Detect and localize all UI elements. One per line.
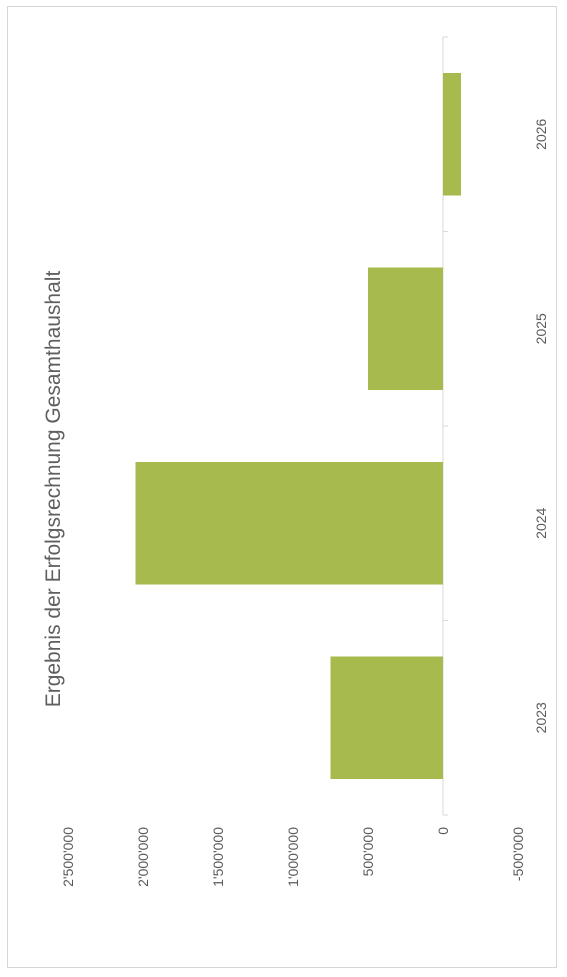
bar-2025 bbox=[368, 267, 443, 391]
chart-title: Ergebnis der Erfolgsrechnung Gesamthaush… bbox=[42, 271, 65, 708]
category-label-2023: 2023 bbox=[533, 702, 549, 733]
y-tick-label: 1'000'000 bbox=[285, 827, 301, 887]
bar-2024 bbox=[135, 461, 443, 585]
y-tick-label: -500'000 bbox=[510, 827, 526, 881]
y-tick-label: 2'000'000 bbox=[135, 827, 151, 887]
y-tick-label: 1'500'000 bbox=[210, 827, 226, 887]
bar-2023 bbox=[330, 656, 443, 780]
y-tick-label: 2'500'000 bbox=[60, 827, 76, 887]
y-tick-label: 500'000 bbox=[360, 827, 376, 877]
category-label-2025: 2025 bbox=[533, 313, 549, 344]
plot-area: 2023 2024 2025 2026 -500'000 0 500'000 1'000'00… bbox=[60, 36, 549, 887]
category-label-2024: 2024 bbox=[533, 507, 549, 538]
category-label-2026: 2026 bbox=[533, 118, 549, 149]
bar-2026 bbox=[443, 72, 461, 196]
y-tick-label: 0 bbox=[435, 827, 451, 835]
